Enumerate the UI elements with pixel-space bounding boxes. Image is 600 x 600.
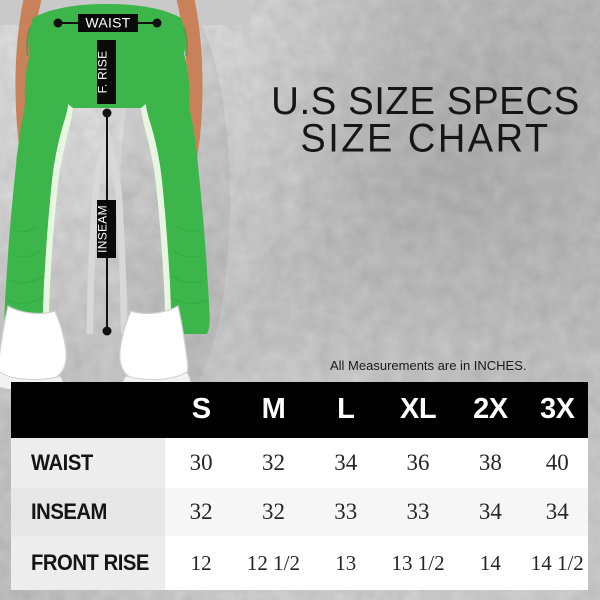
svg-text:WAIST: WAIST xyxy=(85,15,130,31)
svg-text:INSEAM: INSEAM xyxy=(96,205,110,253)
svg-text:F. RISE: F. RISE xyxy=(96,51,110,94)
